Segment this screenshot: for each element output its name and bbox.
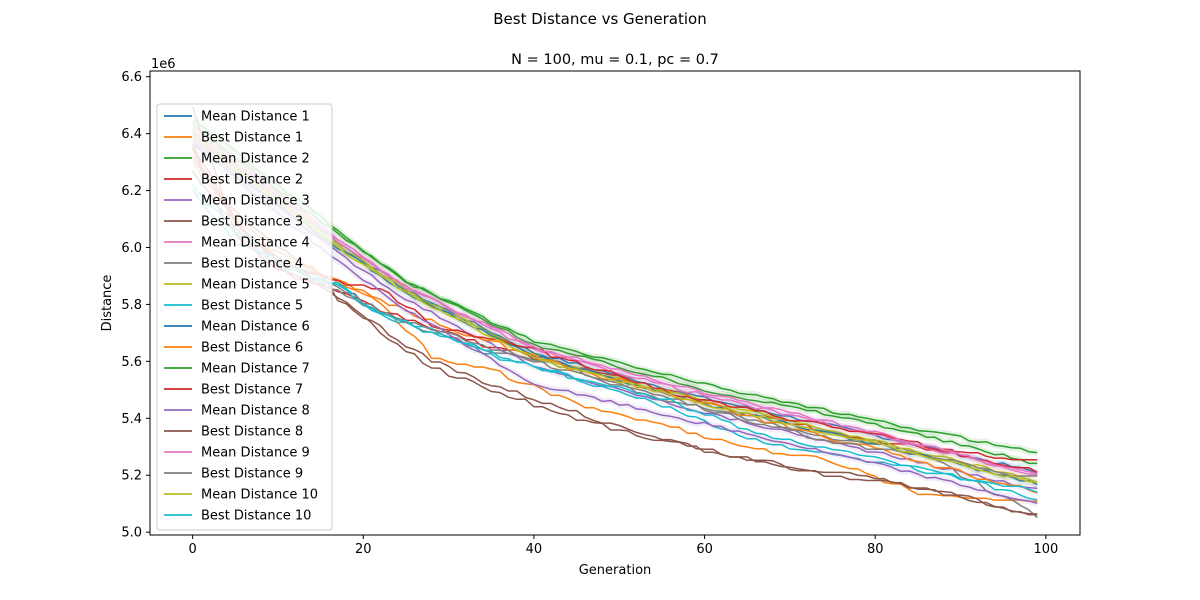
legend-label: Mean Distance 5	[201, 278, 310, 293]
y-tick-label: 5.2	[121, 469, 142, 484]
legend-label: Best Distance 8	[201, 425, 303, 440]
legend-label: Best Distance 9	[201, 467, 303, 482]
legend-label: Best Distance 6	[201, 341, 303, 356]
series-line-best-distance-5	[192, 184, 1038, 501]
y-offset-label: 1e6	[151, 57, 176, 72]
series-line-mean-distance-2	[192, 123, 1038, 465]
x-tick-label: 100	[1033, 542, 1058, 557]
y-tick-label: 5.6	[121, 355, 142, 370]
legend-label: Mean Distance 4	[201, 236, 310, 251]
legend-label: Best Distance 3	[201, 215, 303, 230]
x-tick-label: 80	[867, 542, 884, 557]
series-line-mean-distance-10	[192, 135, 1038, 484]
y-tick-label: 5.0	[121, 526, 142, 541]
x-tick-label: 60	[696, 542, 713, 557]
series-line-mean-distance-9	[192, 131, 1038, 476]
y-tick-label: 5.8	[121, 298, 142, 313]
series-line-best-distance-10	[192, 188, 1038, 493]
x-axis-label: Generation	[579, 563, 652, 578]
y-tick-label: 6.2	[121, 184, 142, 199]
chart-subtitle: N = 100, mu = 0.1, pc = 0.7	[511, 52, 719, 68]
legend-label: Mean Distance 9	[201, 446, 310, 461]
y-tick-label: 5.4	[121, 412, 142, 427]
legend-label: Mean Distance 8	[201, 404, 310, 419]
x-tick-label: 40	[526, 542, 543, 557]
series-line-best-distance-4	[192, 169, 1038, 519]
y-tick-label: 6.4	[121, 127, 142, 142]
axes-frame	[149, 70, 1081, 536]
legend-label: Best Distance 5	[201, 299, 303, 314]
series-line-mean-distance-7	[192, 119, 1038, 454]
plot-area	[191, 106, 1038, 519]
legend-label: Mean Distance 3	[201, 194, 310, 209]
legend-label: Best Distance 2	[201, 173, 303, 188]
legend-label: Mean Distance 6	[201, 320, 310, 335]
legend-label: Best Distance 4	[201, 257, 303, 272]
legend-box	[156, 103, 333, 531]
legend-label: Best Distance 1	[201, 131, 303, 146]
y-tick-label: 6.6	[121, 70, 142, 85]
y-tick-label: 6.0	[121, 241, 142, 256]
y-axis-label: Distance	[100, 275, 115, 332]
legend-label: Mean Distance 1	[201, 110, 310, 125]
x-tick-label: 20	[355, 542, 372, 557]
axes: 0 20 40 60 80 100 5.0 5.2 5.4 5.6 5.8 6.0 6.2 6.4 6.6	[121, 70, 1058, 557]
legend-label: Mean Distance 10	[201, 488, 318, 503]
series-line-best-distance-8	[192, 148, 1038, 515]
series-line-mean-distance-3	[192, 139, 1038, 490]
series-line-best-distance-9	[192, 171, 1038, 477]
legend-label: Best Distance 10	[201, 509, 311, 524]
chart-title: Best Distance vs Generation	[493, 10, 706, 28]
x-tick-label: 0	[189, 542, 197, 557]
series-line-best-distance-6	[192, 145, 1038, 494]
series-line-mean-distance-5	[192, 136, 1038, 483]
legend-label: Mean Distance 2	[201, 152, 310, 167]
legend-label: Mean Distance 7	[201, 362, 310, 377]
series-line-mean-distance-8	[192, 141, 1038, 505]
legend-label: Best Distance 7	[201, 383, 303, 398]
legend: Mean Distance 1 Best Distance 1 Mean Dista…	[156, 103, 333, 531]
